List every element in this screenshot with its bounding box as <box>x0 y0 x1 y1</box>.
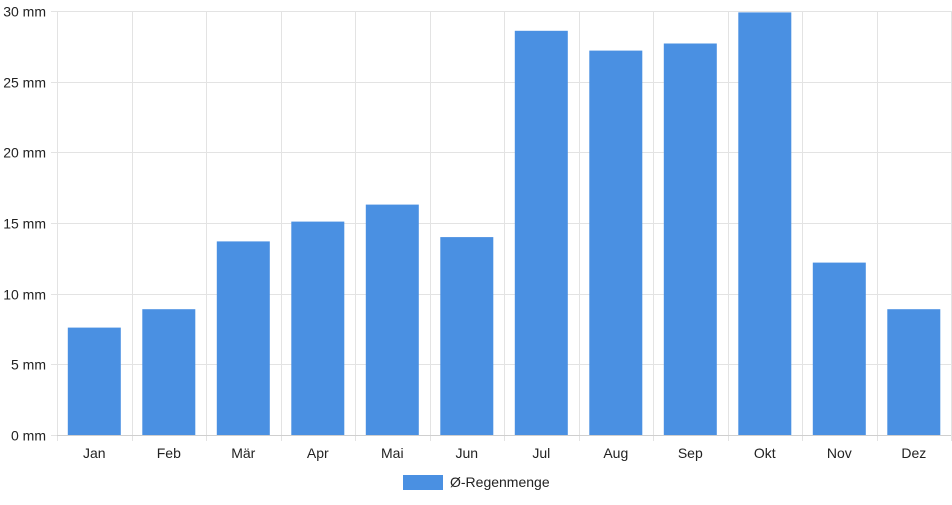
bar-sep[interactable] <box>663 43 717 436</box>
y-tick-label: 30 mm <box>3 4 46 20</box>
x-tick-label: Nov <box>827 445 852 461</box>
axes: 0 mm 5 mm 10 mm 15 mm 20 mm 25 mm 30 mm Jan Feb M… <box>3 4 951 461</box>
y-tick-label: 15 mm <box>3 216 46 232</box>
x-tick-label: Mär <box>231 445 255 461</box>
legend-label[interactable]: Ø-Regenmenge <box>450 474 550 490</box>
bar-okt[interactable] <box>738 12 792 436</box>
x-tick-label: Dez <box>901 445 926 461</box>
bar-jul[interactable] <box>514 30 568 436</box>
bar-feb[interactable] <box>142 309 196 435</box>
legend-swatch[interactable] <box>403 475 443 490</box>
bar-mai[interactable] <box>365 204 419 435</box>
y-tick-label: 25 mm <box>3 75 46 91</box>
bar-dez[interactable] <box>887 309 941 435</box>
x-tick-label: Okt <box>754 445 776 461</box>
x-tick-label: Feb <box>157 445 181 461</box>
bar-aug[interactable] <box>589 50 643 435</box>
bar-nov[interactable] <box>812 262 866 435</box>
y-tick-label: 10 mm <box>3 287 46 303</box>
bar-apr[interactable] <box>291 221 345 435</box>
x-tick-label: Aug <box>603 445 628 461</box>
x-tick-label: Apr <box>307 445 329 461</box>
y-tick-label: 0 mm <box>11 428 46 444</box>
x-tick-label: Jan <box>83 445 106 461</box>
bar-mär[interactable] <box>216 241 270 435</box>
x-tick-label: Jul <box>532 445 550 461</box>
bar-jan[interactable] <box>67 327 121 435</box>
x-tick-label: Mai <box>381 445 404 461</box>
grid <box>51 11 952 441</box>
y-tick-label: 20 mm <box>3 145 46 161</box>
legend[interactable]: Ø-Regenmenge <box>403 474 550 490</box>
bars <box>67 12 941 436</box>
bar-jun[interactable] <box>440 237 494 435</box>
x-tick-label: Sep <box>678 445 703 461</box>
x-tick-label: Jun <box>456 445 479 461</box>
y-tick-label: 5 mm <box>11 357 46 373</box>
